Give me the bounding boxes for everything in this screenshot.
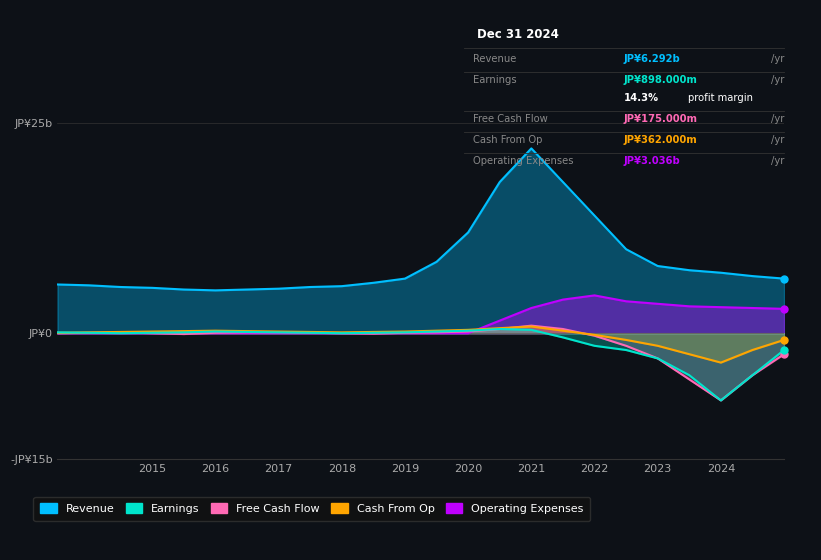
Text: JP¥362.000m: JP¥362.000m [624, 135, 698, 145]
Text: Cash From Op: Cash From Op [474, 135, 543, 145]
Legend: Revenue, Earnings, Free Cash Flow, Cash From Op, Operating Expenses: Revenue, Earnings, Free Cash Flow, Cash … [34, 497, 590, 521]
Text: Earnings: Earnings [474, 75, 517, 85]
Text: /yr: /yr [771, 135, 785, 145]
Text: Free Cash Flow: Free Cash Flow [474, 114, 548, 124]
Text: JP¥898.000m: JP¥898.000m [624, 75, 698, 85]
Text: /yr: /yr [771, 114, 785, 124]
Text: /yr: /yr [771, 156, 785, 166]
Text: /yr: /yr [771, 54, 785, 64]
Text: Revenue: Revenue [474, 54, 517, 64]
Text: Dec 31 2024: Dec 31 2024 [477, 29, 558, 41]
Text: /yr: /yr [771, 75, 785, 85]
Text: Operating Expenses: Operating Expenses [474, 156, 574, 166]
Text: JP¥6.292b: JP¥6.292b [624, 54, 681, 64]
Text: JP¥3.036b: JP¥3.036b [624, 156, 681, 166]
Text: profit margin: profit margin [688, 93, 753, 103]
Text: 14.3%: 14.3% [624, 93, 659, 103]
Text: JP¥175.000m: JP¥175.000m [624, 114, 698, 124]
